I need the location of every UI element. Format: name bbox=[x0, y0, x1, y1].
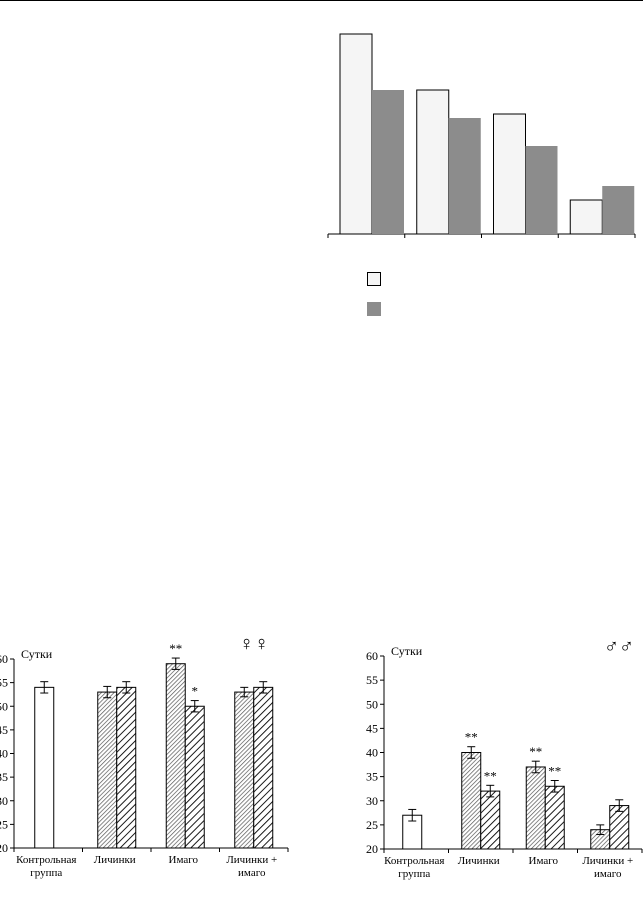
x-category-label: Личинки + bbox=[226, 854, 277, 866]
males-bar-chart-svg: 20 25 30 35 40 45 50 55 60 Сутки ♂♂ Контрольнаягруп… bbox=[366, 636, 643, 880]
y-tick-label: 35 bbox=[366, 770, 378, 784]
top-bar bbox=[448, 118, 481, 234]
y-tick-label: 55 bbox=[0, 676, 8, 690]
page-header-rule bbox=[0, 0, 643, 1]
legend-swatch-light bbox=[367, 272, 381, 286]
bar bbox=[253, 686, 274, 849]
sex-symbol: ♂♂ bbox=[604, 636, 634, 658]
top-bar bbox=[372, 90, 404, 234]
y-tick-label: 30 bbox=[366, 794, 378, 808]
y-tick-label: 55 bbox=[366, 673, 378, 687]
top-bar bbox=[493, 113, 526, 235]
bar bbox=[116, 686, 137, 849]
significance-label: ** bbox=[169, 641, 182, 656]
sex-symbol: ♀♀ bbox=[239, 633, 269, 655]
x-category-label: имаго bbox=[594, 868, 622, 880]
x-category-label: Личинки bbox=[94, 854, 136, 866]
x-category-label: группа bbox=[30, 867, 62, 879]
x-category-label: Личинки + bbox=[582, 855, 633, 867]
y-tick-label: 25 bbox=[0, 817, 8, 831]
significance-label: ** bbox=[465, 730, 478, 745]
y-tick-label: 50 bbox=[0, 699, 8, 713]
x-category-label: группа bbox=[398, 868, 430, 880]
top-bar bbox=[602, 186, 635, 234]
x-category-label: Имаго bbox=[529, 855, 559, 867]
bar bbox=[165, 663, 186, 849]
y-tick-label: 40 bbox=[0, 747, 8, 761]
bar bbox=[234, 691, 255, 849]
y-axis-label: Сутки bbox=[391, 644, 423, 658]
x-category-label: Личинки bbox=[458, 855, 500, 867]
bar bbox=[184, 705, 205, 849]
females-bar-chart-svg: 20 25 30 35 40 45 50 55 60 Сутки ♀♀ Контрольнаягруп… bbox=[0, 633, 289, 879]
top-bar bbox=[416, 89, 450, 235]
top-bar bbox=[339, 33, 373, 235]
significance-label: ** bbox=[484, 768, 497, 783]
x-category-label: имаго bbox=[238, 867, 266, 879]
y-tick-label: 25 bbox=[366, 818, 378, 832]
females-bar-chart: 20 25 30 35 40 45 50 55 60 Сутки ♀♀ Контрольнаягруп… bbox=[0, 628, 300, 894]
bar bbox=[609, 805, 630, 850]
bar bbox=[34, 686, 55, 849]
y-tick-label: 60 bbox=[0, 652, 8, 666]
significance-label: ** bbox=[529, 744, 542, 759]
top-bar bbox=[525, 146, 558, 234]
y-tick-label: 35 bbox=[0, 770, 8, 784]
top-bar-chart bbox=[320, 20, 640, 245]
y-tick-label: 20 bbox=[0, 841, 8, 855]
y-tick-label: 45 bbox=[366, 721, 378, 735]
males-bar-chart: 20 25 30 35 40 45 50 55 60 Сутки ♂♂ Контрольная груп… bbox=[340, 628, 643, 894]
legend-swatch-gray bbox=[367, 302, 381, 316]
y-tick-label: 30 bbox=[0, 794, 8, 808]
y-tick-label: 20 bbox=[366, 842, 378, 856]
significance-label: ** bbox=[548, 763, 561, 778]
bar bbox=[97, 691, 118, 849]
x-category-label: Имаго bbox=[169, 854, 199, 866]
significance-label: * bbox=[192, 684, 199, 699]
top-bar bbox=[569, 199, 603, 235]
x-category-label: Контрольная bbox=[16, 854, 76, 866]
bar bbox=[525, 766, 546, 850]
y-tick-label: 60 bbox=[366, 649, 378, 663]
y-tick-label: 40 bbox=[366, 746, 378, 760]
bar bbox=[461, 752, 482, 850]
bar bbox=[544, 785, 565, 850]
y-tick-label: 50 bbox=[366, 697, 378, 711]
bar bbox=[480, 790, 501, 850]
y-tick-label: 45 bbox=[0, 723, 8, 737]
top-bar-chart-svg bbox=[327, 33, 636, 238]
y-axis-label: Сутки bbox=[21, 647, 53, 661]
x-category-label: Контрольная bbox=[384, 855, 444, 867]
